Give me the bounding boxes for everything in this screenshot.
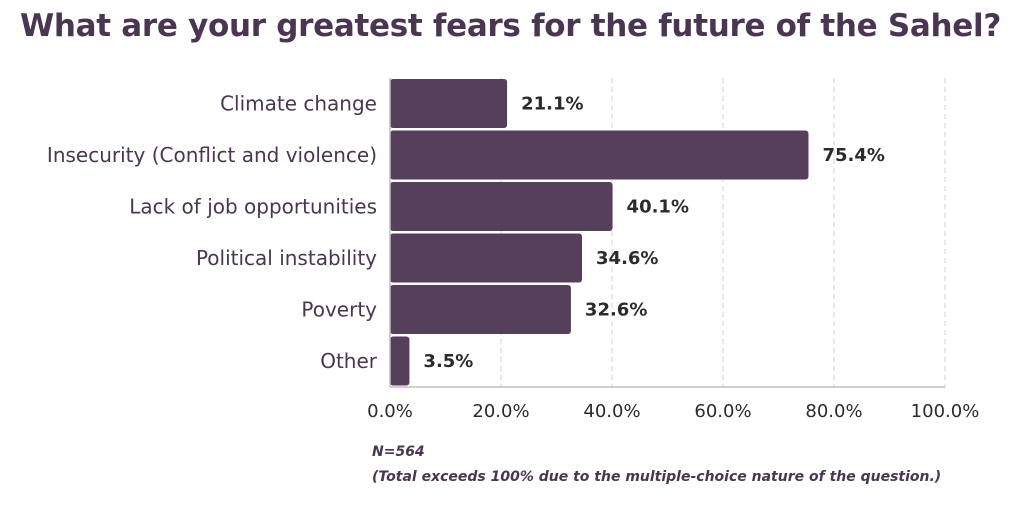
value-label-3: 34.6% — [596, 248, 658, 269]
axes — [389, 78, 945, 388]
labels: 21.1% Climate change 75.4% Insecurity (Conf… — [47, 92, 979, 423]
x-tick-label-0: 0.0% — [367, 401, 413, 422]
value-label-5: 3.5% — [423, 351, 473, 372]
x-tick-label-2: 40.0% — [583, 401, 640, 422]
bar-3 — [390, 233, 583, 283]
x-tick-label-3: 60.0% — [694, 401, 751, 422]
multiple-choice-note: (Total exceeds 100% due to the multiple-… — [372, 469, 942, 485]
category-label-0: Climate change — [220, 92, 377, 116]
bar-2 — [390, 182, 613, 231]
category-label-3: Political instability — [196, 246, 377, 270]
value-label-0: 21.1% — [521, 94, 583, 115]
grid-lines — [500, 78, 946, 387]
category-label-5: Other — [320, 349, 378, 373]
x-tick-label-4: 80.0% — [805, 401, 862, 422]
category-label-4: Poverty — [301, 298, 377, 322]
bar-0 — [390, 79, 508, 128]
value-label-4: 32.6% — [585, 300, 647, 321]
sample-size-note: N=564 — [372, 444, 425, 460]
x-tick-label-1: 20.0% — [472, 401, 529, 422]
value-label-2: 40.1% — [627, 197, 689, 218]
category-label-1: Insecurity (Conflict and violence) — [47, 143, 377, 167]
bar-1 — [390, 130, 809, 180]
x-tick-label-5: 100.0% — [911, 401, 980, 422]
bar-chart: 21.1% Climate change 75.4% Insecurity (Conf… — [47, 78, 979, 423]
value-label-1: 75.4% — [822, 145, 884, 166]
category-label-2: Lack of job opportunities — [129, 195, 377, 219]
chart-title: What are your greatest fears for the fut… — [20, 8, 1002, 44]
bars — [390, 79, 809, 386]
bar-5 — [390, 336, 410, 386]
bar-4 — [390, 285, 571, 334]
